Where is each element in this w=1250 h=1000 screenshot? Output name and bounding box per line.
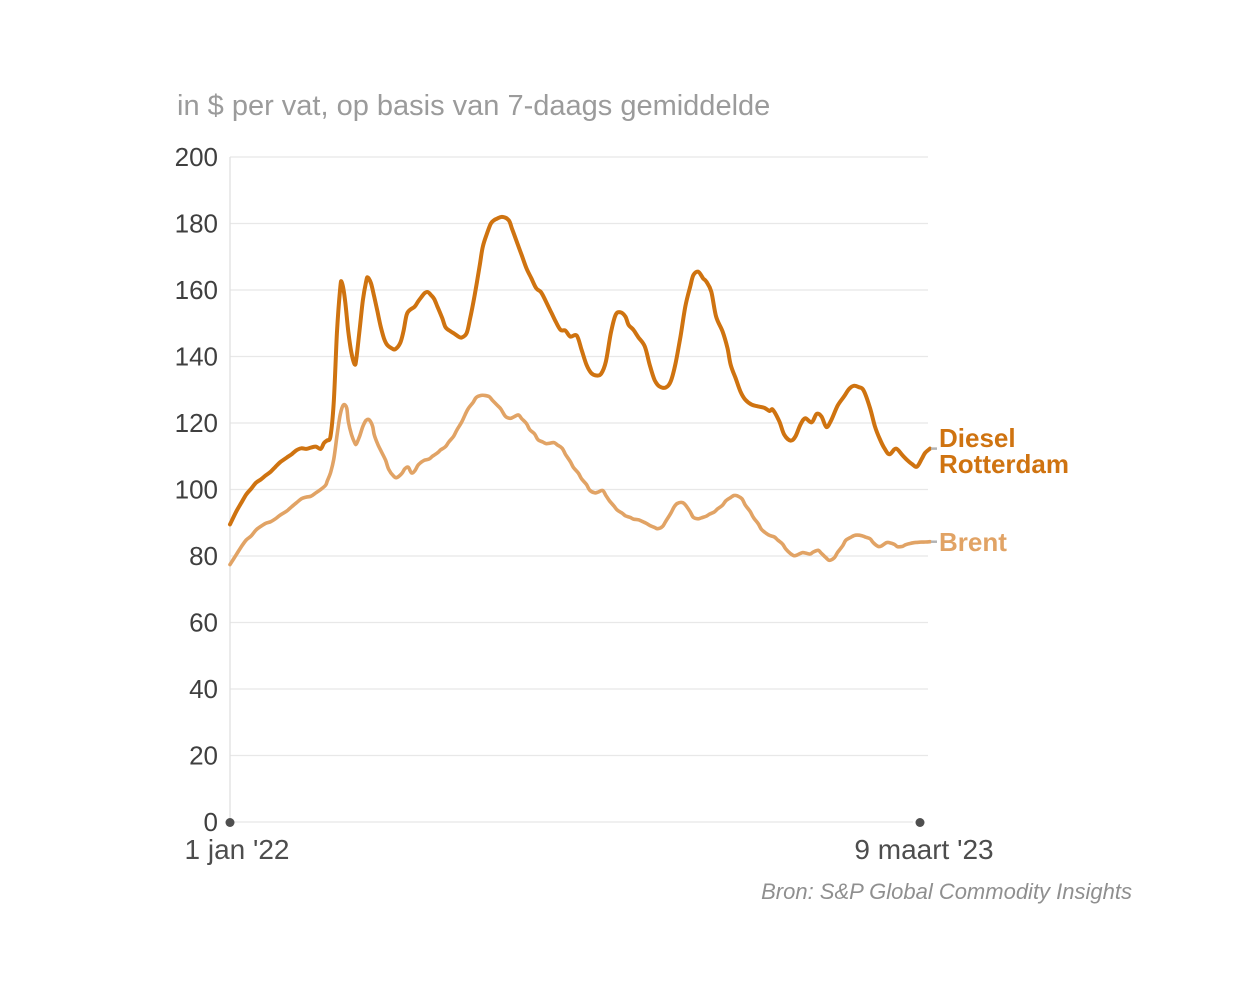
y-tick-label-60: 60: [189, 608, 218, 638]
y-tick-label-80: 80: [189, 541, 218, 571]
y-tick-label-40: 40: [189, 674, 218, 704]
y-tick-label-160: 160: [175, 275, 218, 305]
legend-label-diesel-rotterdam: Diesel Rotterdam: [939, 425, 1069, 477]
x-axis-start-label: 1 jan '22: [184, 834, 290, 865]
legend-diesel-line1: Diesel: [939, 423, 1016, 453]
y-tick-label-100: 100: [175, 475, 218, 505]
y-tick-label-180: 180: [175, 209, 218, 239]
y-tick-label-200: 200: [175, 142, 218, 172]
y-tick-label-120: 120: [175, 408, 218, 438]
y-tick-label-0: 0: [204, 807, 218, 837]
legend-diesel-line2: Rotterdam: [939, 449, 1070, 479]
legend-brent-line1: Brent: [939, 527, 1007, 557]
axis-end-dot: [915, 818, 925, 827]
y-tick-label-140: 140: [175, 342, 218, 372]
x-axis-end-label: 9 maart '23: [854, 834, 994, 865]
y-tick-label-20: 20: [189, 741, 218, 771]
source-credit: Bron: S&P Global Commodity Insights: [761, 879, 1132, 904]
series-line-brent: [228, 393, 932, 567]
axis-start-dot: [225, 818, 235, 827]
chart-title: in $ per vat, op basis van 7-daags gemid…: [177, 90, 771, 122]
series-line-diesel-rotterdam: [228, 214, 932, 527]
legend-label-brent: Brent: [939, 529, 1007, 555]
